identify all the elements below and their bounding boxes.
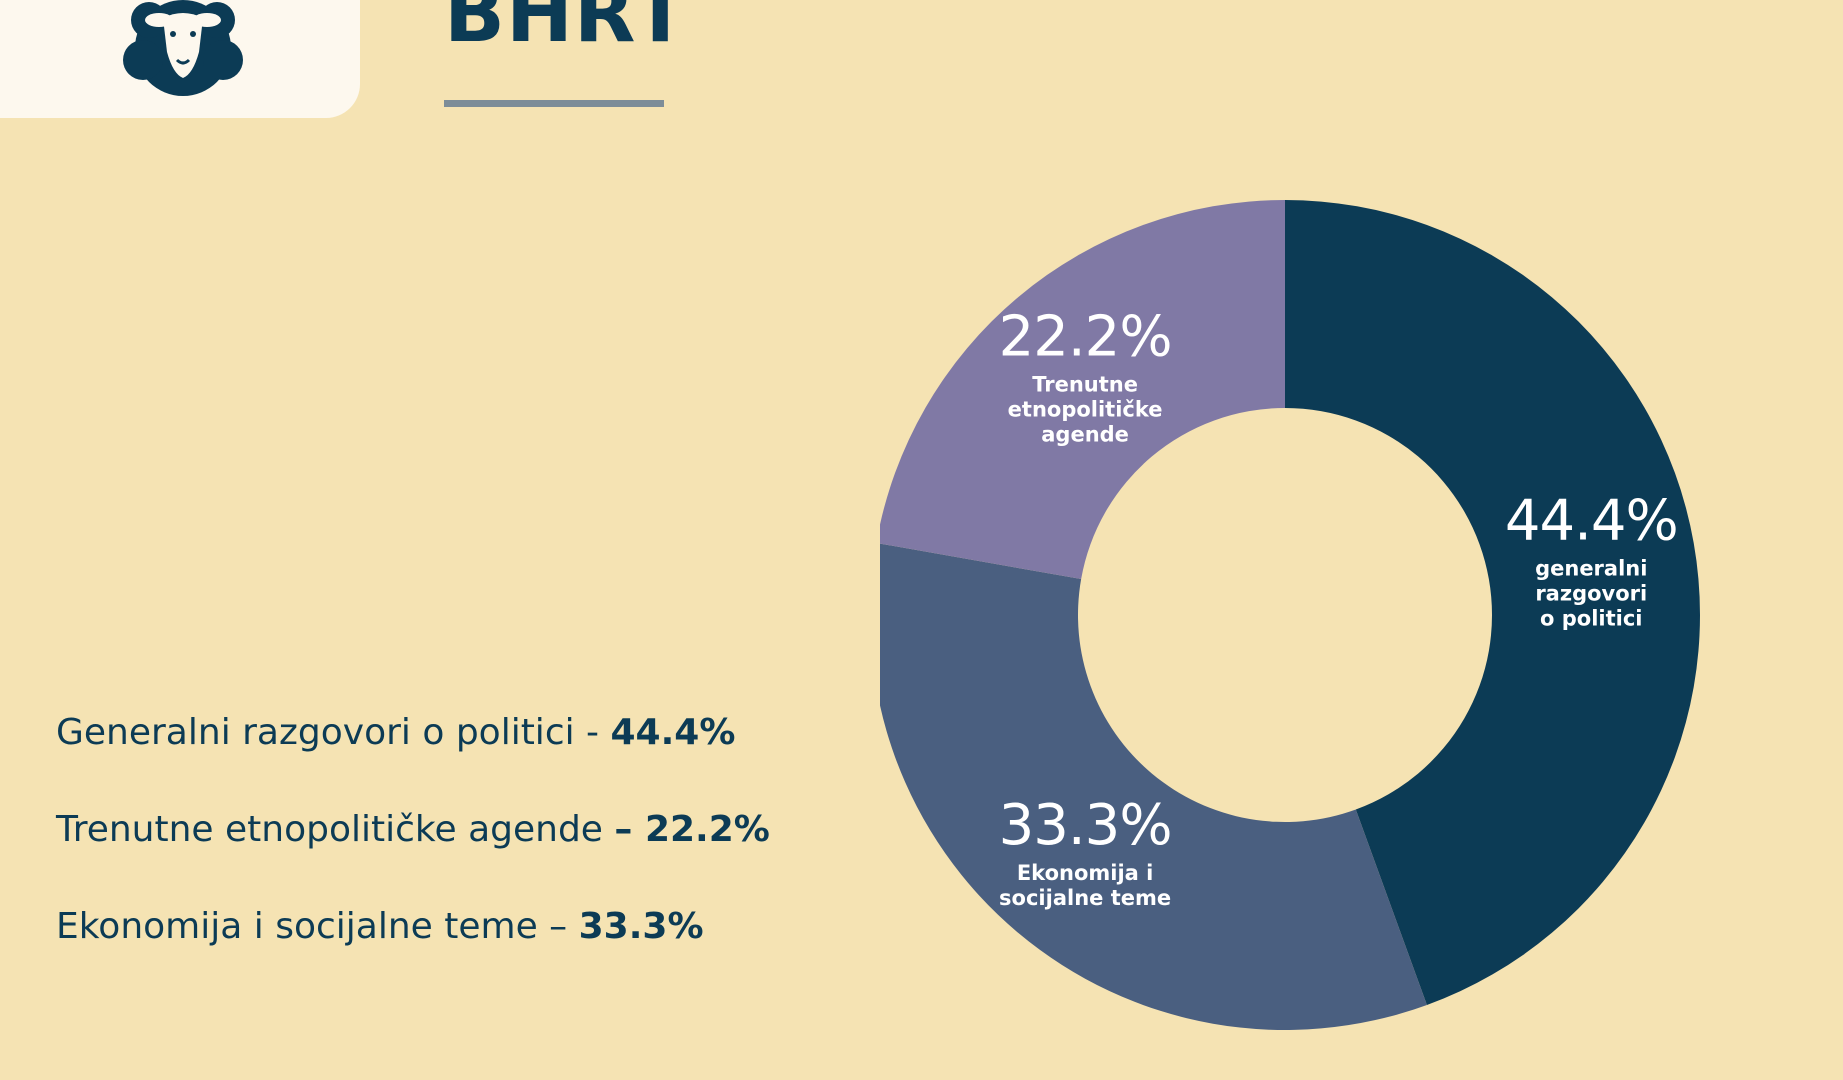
- slice-caption: razgovori: [1535, 581, 1647, 605]
- slice-caption: agende: [1041, 422, 1129, 446]
- legend-label: Ekonomija i socijalne teme –: [56, 906, 568, 947]
- slice-caption: etnopolitičke: [1008, 397, 1163, 421]
- page-title: BHRT: [444, 0, 689, 60]
- donut-slice: [1285, 200, 1700, 1005]
- slice-caption: socijalne teme: [999, 886, 1171, 910]
- title-underline: [444, 100, 664, 107]
- legend-value: – 22.2%: [614, 809, 770, 850]
- slice-percent-label: 44.4%: [1505, 488, 1678, 553]
- legend-value: 33.3%: [578, 906, 704, 947]
- donut-slice: [880, 200, 1285, 580]
- legend-label: Trenutne etnopolitičke agende: [56, 809, 603, 850]
- donut-slice: [880, 543, 1427, 1030]
- slice-caption: Trenutne: [1032, 372, 1138, 396]
- legend-item: Trenutne etnopolitičke agende – 22.2%: [56, 802, 770, 899]
- legend-value: 44.4%: [610, 712, 736, 753]
- legend-item: Ekonomija i socijalne teme – 33.3%: [56, 899, 770, 996]
- legend: Generalni razgovori o politici - 44.4% T…: [56, 705, 770, 996]
- slice-caption: Ekonomija i: [1017, 861, 1154, 885]
- legend-item: Generalni razgovori o politici - 44.4%: [56, 705, 770, 802]
- logo-card: [0, 0, 360, 118]
- legend-label: Generalni razgovori o politici -: [56, 712, 600, 753]
- slice-caption: generalni: [1535, 556, 1647, 580]
- sheep-icon: [123, 0, 243, 96]
- slice-percent-label: 22.2%: [999, 304, 1172, 369]
- slice-caption: o politici: [1540, 606, 1642, 630]
- slice-percent-label: 33.3%: [999, 793, 1172, 858]
